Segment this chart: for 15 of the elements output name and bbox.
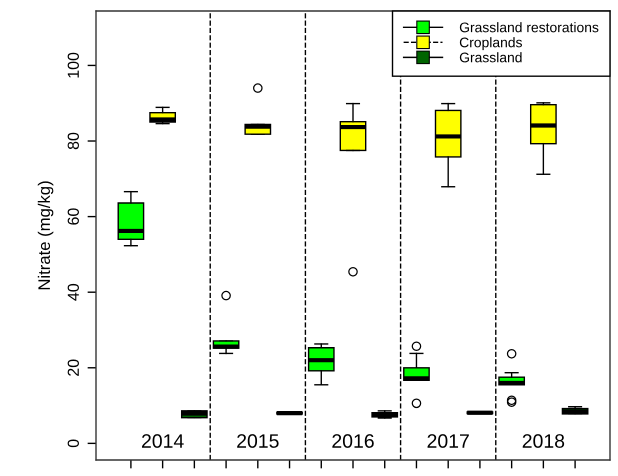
x-tick-label: 2014 — [142, 434, 184, 448]
legend-label: Grassland restorations — [460, 22, 598, 32]
legend-label: Grassland — [460, 52, 522, 62]
y-tick-label: 100 — [68, 52, 79, 78]
y-tick-label: 80 — [68, 132, 79, 150]
x-tick-label: 2017 — [428, 434, 469, 448]
x-tick-label: 2018 — [522, 434, 564, 448]
x-tick-label: 2016 — [332, 434, 374, 448]
y-tick-label: 0 — [68, 440, 79, 448]
legend-label: Croplands — [460, 37, 522, 50]
y-tick-label: 20 — [68, 360, 79, 376]
y-tick-label: 60 — [68, 208, 79, 225]
x-tick-label: 2015 — [237, 434, 279, 448]
y-axis-title: Nitrate (mg/kg) — [38, 181, 54, 290]
y-tick-label: 40 — [68, 284, 79, 301]
